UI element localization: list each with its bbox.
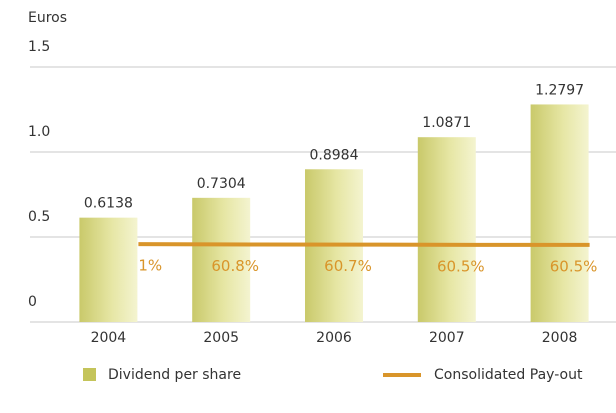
data-label: 1.2797 xyxy=(535,82,584,98)
y-tick-label: 1.0 xyxy=(28,124,50,140)
legend-label: Dividend per share xyxy=(108,367,241,383)
x-tick-label: 2007 xyxy=(429,330,465,346)
y-tick-label: 1.5 xyxy=(28,39,50,55)
legend-label: Consolidated Pay-out xyxy=(434,367,583,383)
line xyxy=(138,242,590,247)
data-label: 60.5% xyxy=(550,257,598,275)
data-label: 0.6138 xyxy=(84,196,133,212)
bar xyxy=(192,197,251,322)
data-label: 1.0871 xyxy=(422,115,471,131)
x-tick-label: 2006 xyxy=(316,330,352,346)
data-label: 0.8984 xyxy=(310,147,359,163)
x-tick-label: 2004 xyxy=(91,330,127,346)
data-label: 0.7304 xyxy=(197,176,246,192)
data-label: 60.7% xyxy=(324,257,372,275)
y-axis-label: Euros xyxy=(28,10,67,26)
data-label: 1% xyxy=(138,257,162,275)
x-tick-label: 2005 xyxy=(203,330,239,346)
y-tick-label: 0 xyxy=(28,294,37,310)
x-tick-label: 2008 xyxy=(542,330,578,346)
bar xyxy=(417,137,476,322)
bar xyxy=(79,217,138,322)
data-label: 60.8% xyxy=(211,257,259,275)
bar xyxy=(530,104,589,323)
data-label: 60.5% xyxy=(437,257,485,275)
legend-swatch xyxy=(83,368,96,381)
legend-swatch xyxy=(383,373,421,377)
y-tick-label: 0.5 xyxy=(28,209,50,225)
